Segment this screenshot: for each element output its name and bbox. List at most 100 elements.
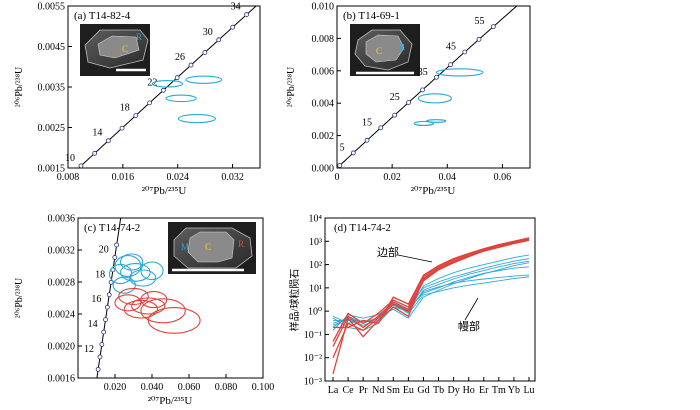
b-x-tick-label: 0.06 [494, 172, 512, 183]
b-concordia-age-label: 5 [340, 142, 345, 153]
a-concordia-age-mark [174, 75, 180, 81]
a-x-tick-label: 0.032 [221, 172, 244, 183]
c-mantle-ellipse [120, 263, 151, 282]
panel-a-x-axis-label: ²⁰⁷Pb/²³⁵U [142, 185, 187, 197]
panel-d-annotation-rim-pointer [397, 254, 433, 263]
c-x-tick-label: 0.040 [141, 382, 164, 393]
d-rim-pattern-line [333, 237, 530, 329]
d-x-tick-label: Gd [417, 385, 429, 396]
c-x-tick-label: 0.060 [178, 382, 201, 393]
a-y-tick-label: 0.0015 [38, 164, 66, 175]
c-concordia-age-mark [99, 342, 105, 347]
b-concordia-age-mark [476, 36, 482, 42]
c-concordia-age-mark [108, 279, 114, 285]
a-concordia-age-label: 10 [65, 153, 75, 164]
a-concordia-age-label: 34 [231, 2, 241, 13]
b-y-tick-label: 0.008 [312, 34, 335, 45]
d-rim-pattern-line [332, 239, 530, 358]
d-y-tick-label: 10⁰ [308, 307, 322, 318]
c-concordia-age-label: 14 [88, 319, 98, 330]
b-concordia-age-mark [378, 125, 384, 131]
c-y-tick-label: 0.0028 [48, 278, 76, 289]
panel-a-inset-image: C R [80, 24, 150, 76]
c-x-tick-label: 0.020 [104, 382, 127, 393]
d-x-tick-label: Dy [447, 385, 459, 396]
a-y-tick-label: 0.0045 [38, 42, 66, 53]
c-rim-ellipse [140, 291, 168, 309]
panel-a-inset-label-c: C [122, 44, 128, 54]
b-x-tick-label: 0.02 [383, 172, 401, 183]
c-y-tick-label: 0.0020 [48, 342, 76, 353]
a-concordia-age-mark [230, 24, 236, 30]
panel-b-x-axis-label: ²⁰⁷Pb/²³⁵U [411, 185, 456, 197]
panel-c-inset-label-c: C [205, 242, 211, 252]
a-y-tick-label: 0.0055 [38, 2, 66, 13]
d-x-tick-label: Lu [523, 385, 534, 396]
b-concordia-age-label: 55 [474, 16, 484, 27]
c-y-tick-label: 0.0016 [48, 374, 76, 385]
b-concordia-age-mark [462, 49, 468, 55]
panel-d-plot-area [324, 217, 536, 382]
b-y-tick-label: 0.002 [312, 131, 335, 142]
panel-c-x-axis-label: ²⁰⁷Pb/²³⁵U [148, 395, 193, 407]
panel-a-inset-label-r: R [136, 32, 142, 42]
d-x-tick-label: Pr [359, 385, 369, 396]
c-concordia-age-mark [114, 242, 120, 248]
b-concordia-age-mark [434, 74, 439, 80]
a-concordia-age-label: 26 [175, 52, 185, 63]
b-y-tick-label: 0.006 [312, 66, 335, 77]
panel-d: (d) T14-74-2 10⁻³ 10⁻² 10⁻¹ 10⁰ 10¹ 10² 10³ 10⁴… [288, 214, 536, 396]
c-y-tick-label: 0.0024 [48, 310, 76, 321]
a-concordia-age-mark [188, 62, 194, 68]
d-x-tick-label: Eu [403, 385, 414, 396]
a-concordia-age-mark [259, 0, 263, 4]
panel-d-y-axis-label: 样品/球粒陨石 [288, 269, 301, 332]
b-concordia-age-mark [364, 137, 370, 143]
c-mantle-ellipse [112, 276, 136, 294]
d-mantle-pattern-line [333, 258, 530, 326]
panel-a: (a) T14-82-4 C R 0.008 0.016 0.024 0.032 0.0… [14, 0, 263, 197]
a-concordia-age-mark [105, 138, 111, 144]
c-concordia-age-mark [103, 317, 108, 323]
a-y-tick-label: 0.0035 [38, 83, 66, 94]
a-concordia-age-label: 18 [120, 103, 130, 114]
b-concordia-age-mark [420, 87, 425, 93]
b-y-tick-label: 0.004 [312, 99, 335, 110]
c-rim-ellipse [140, 298, 186, 324]
a-concordia-age-label: 14 [92, 128, 102, 139]
c-concordia-age-mark [97, 354, 103, 360]
c-mantle-ellipse [119, 253, 144, 271]
c-x-tick-label: 0.100 [252, 382, 275, 393]
a-data-ellipse [177, 113, 216, 124]
a-concordia-age-mark [202, 50, 208, 55]
b-concordia-age-mark [337, 163, 343, 168]
a-data-ellipse [185, 75, 223, 84]
b-data-ellipse [413, 120, 435, 126]
d-y-tick-label: 10² [309, 260, 322, 271]
d-y-tick-label: 10³ [309, 237, 322, 248]
b-concordia-age-label: 25 [390, 92, 400, 103]
a-data-ellipse [165, 94, 197, 103]
c-concordia-age-mark [95, 366, 101, 372]
c-mantle-ellipse [129, 269, 157, 287]
panel-a-label: (a) T14-82-4 [74, 10, 131, 22]
panel-c-inset-image: M C R [168, 222, 256, 274]
c-rim-ellipse [118, 287, 149, 305]
c-concordia-age-mark [101, 329, 107, 335]
b-concordia-age-mark [490, 24, 496, 30]
b-concordia-age-label: 35 [418, 67, 428, 78]
d-y-tick-label: 10⁻¹ [304, 330, 322, 341]
panel-b-inset-label-c: C [376, 46, 382, 56]
panel-b-label: (b) T14-69-1 [343, 10, 400, 22]
c-concordia-age-mark [104, 304, 110, 310]
b-x-tick-label: 0 [335, 172, 340, 183]
d-x-tick-label: Sm [387, 385, 401, 396]
d-y-tick-label: 10⁻² [304, 353, 322, 364]
a-concordia-age-mark [244, 12, 250, 17]
b-data-ellipse [417, 93, 452, 104]
c-concordia-age-label: 18 [95, 269, 105, 280]
panel-d-annotation-mantle-pointer [464, 297, 479, 321]
panel-b: (b) T14-69-1 C R 0 0.02 0.04 0.06 0.000 0.002… [286, 2, 531, 197]
b-data-ellipse [426, 119, 447, 123]
panel-a-y-axis-label: ²⁰⁶Pb/²³⁸U [14, 66, 25, 107]
